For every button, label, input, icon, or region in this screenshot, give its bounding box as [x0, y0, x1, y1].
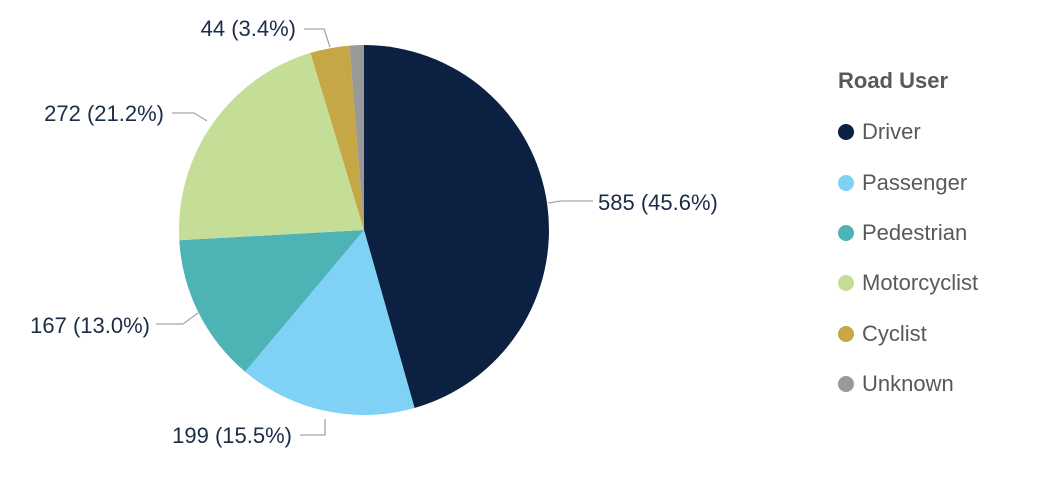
legend-label-cyclist: Cyclist: [862, 320, 927, 346]
legend-swatch-pedestrian: [838, 224, 854, 241]
legend-swatch-passenger: [838, 174, 854, 191]
legend-swatch-driver: [838, 124, 854, 141]
legend-label-pedestrian: Pedestrian: [862, 219, 968, 245]
legend-swatch-cyclist: [838, 325, 854, 342]
pie-slice-motorcyclist: [178, 52, 364, 241]
pie-slice-passenger: [245, 230, 415, 415]
legend-title: Road User: [838, 68, 949, 93]
data-label-pedestrian: 167 (13.0%): [30, 313, 150, 338]
leader-line-motorcyclist: [172, 112, 208, 122]
data-label-driver: 585 (45.6%): [598, 190, 718, 215]
pie-slice-pedestrian: [179, 230, 364, 372]
data-label-motorcyclist: 272 (21.2%): [44, 101, 164, 126]
legend-label-driver: Driver: [862, 119, 921, 145]
legend-label-unknown: Unknown: [862, 371, 954, 397]
pie-slice-driver: [364, 45, 549, 408]
legend-label-passenger: Passenger: [862, 169, 968, 195]
legend: Road User Driver Passenger Pedestrian Motor…: [838, 66, 978, 409]
legend-swatch-motorcyclist: [838, 275, 854, 292]
legend-item-driver: Driver: [838, 107, 978, 157]
data-label-passenger: 199 (15.5%): [172, 423, 292, 448]
legend-item-cyclist: Cyclist: [838, 309, 978, 359]
legend-item-unknown: Unknown: [838, 359, 978, 409]
leader-line-pedestrian: [156, 312, 199, 325]
legend-label-motorcyclist: Motorcyclist: [862, 270, 979, 296]
pie-slice-cyclist: [310, 45, 364, 230]
legend-item-motorcyclist: Motorcyclist: [838, 258, 978, 308]
data-label-cyclist: 44 (3.4%): [201, 16, 296, 41]
legend-swatch-unknown: [838, 376, 854, 393]
leader-line-driver: [547, 200, 593, 204]
legend-item-passenger: Passenger: [838, 157, 978, 207]
legend-item-pedestrian: Pedestrian: [838, 208, 978, 258]
pie-slice-unknown: [349, 45, 364, 230]
leader-line-cyclist: [304, 28, 331, 48]
leader-line-passenger: [300, 419, 326, 436]
